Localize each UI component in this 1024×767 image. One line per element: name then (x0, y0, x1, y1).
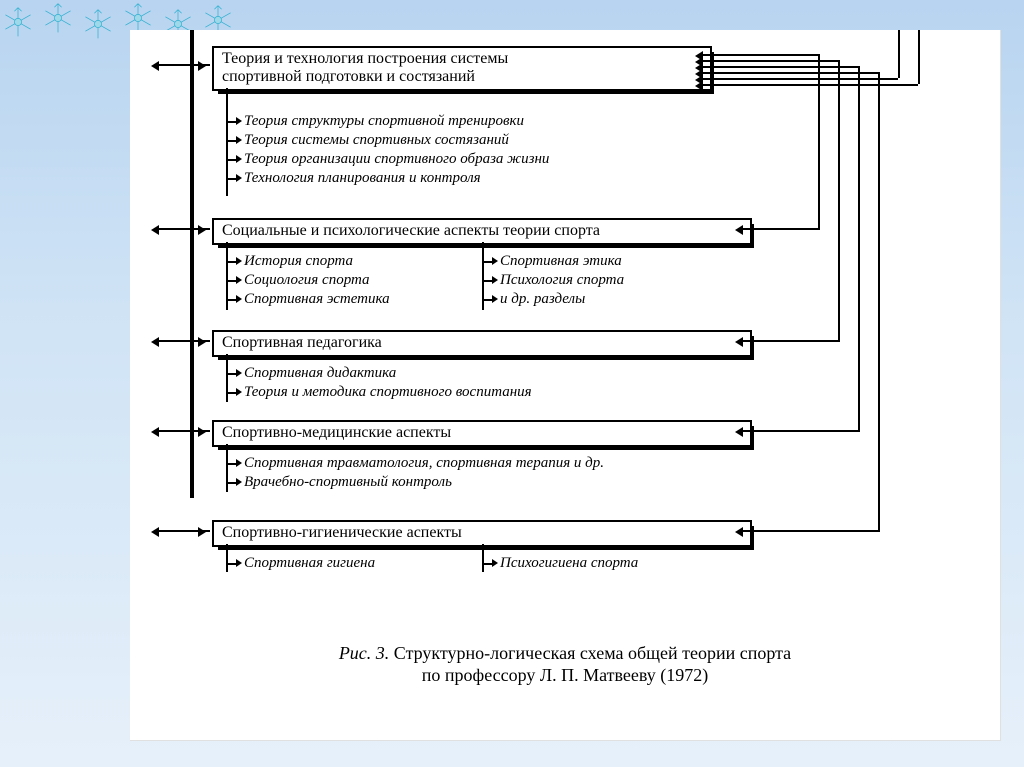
box-line: Теория и технология построения системы (222, 50, 508, 67)
sub-item: История спорта (226, 252, 390, 271)
feedback-v (838, 60, 840, 342)
connector (190, 530, 210, 532)
sub-item: Социология спорта (226, 271, 390, 290)
feedback-h (738, 530, 878, 532)
connector (194, 228, 210, 230)
sub-list: Спортивная травматология, спортивная тер… (226, 454, 604, 492)
sub-list: Спортивная этика Психология спорта и др.… (482, 252, 624, 309)
input-arrow (154, 430, 190, 432)
feedback-h (738, 430, 858, 432)
input-arrow (154, 530, 190, 532)
sub-item: Спортивная этика (482, 252, 624, 271)
feedback-arrow (698, 84, 918, 86)
sub-item: Спортивная эстетика (226, 290, 390, 309)
feedback-arrow (698, 78, 898, 80)
caption-prefix: Рис. 3. (339, 643, 394, 663)
sub-list: Психогигиена спорта (482, 554, 638, 573)
box-social-psych: Социальные и психологические аспекты тео… (212, 218, 752, 245)
input-arrow (154, 64, 190, 66)
box-line: Спортивно-медицинские аспекты (222, 424, 451, 441)
feedback-v (818, 54, 820, 230)
connector (194, 340, 210, 342)
box-pedagogy: Спортивная педагогика (212, 330, 752, 357)
diagram-page: Теория и технология построения системы с… (130, 30, 1001, 741)
box-line: Спортивная педагогика (222, 334, 382, 351)
sub-item: Психогигиена спорта (482, 554, 638, 573)
feedback-v (918, 30, 920, 84)
sub-item: Теория структуры спортивной тренировки (226, 112, 549, 131)
sub-list: Теория структуры спортивной тренировки Т… (226, 112, 549, 188)
sub-item: Спортивная травматология, спортивная тер… (226, 454, 604, 473)
input-arrow (154, 340, 190, 342)
feedback-v (898, 30, 900, 78)
sub-item: Теория и методика спортивного воспитания (226, 383, 532, 402)
sub-item: Психология спорта (482, 271, 624, 290)
feedback-h (738, 228, 818, 230)
box-line: Социальные и психологические аспекты тео… (222, 222, 600, 239)
sub-item: Технология планирования и контроля (226, 169, 549, 188)
sub-item: Теория организации спортивного образа жи… (226, 150, 549, 169)
feedback-arrow (698, 54, 818, 56)
sub-item: Спортивная дидактика (226, 364, 532, 383)
feedback-v (878, 72, 880, 532)
connector (194, 430, 210, 432)
feedback-arrow (698, 72, 878, 74)
input-arrow (154, 228, 190, 230)
box-line: Спортивно-гигиенические аспекты (222, 524, 462, 541)
sub-list: Спортивная дидактика Теория и методика с… (226, 364, 532, 402)
caption-line1: Структурно-логическая схема общей теории… (394, 643, 791, 663)
box-theory-tech: Теория и технология построения системы с… (212, 46, 712, 91)
box-hygienic: Спортивно-гигиенические аспекты (212, 520, 752, 547)
feedback-arrow (698, 66, 858, 68)
sub-item: Теория системы спортивных состязаний (226, 131, 549, 150)
feedback-h (738, 340, 838, 342)
sub-list: История спорта Социология спорта Спортив… (226, 252, 390, 309)
sub-item: и др. разделы (482, 290, 624, 309)
sub-list: Спортивная гигиена (226, 554, 375, 573)
caption-line2: по профессору Л. П. Матвееву (1972) (422, 665, 708, 685)
feedback-arrow (698, 60, 838, 62)
sub-item: Спортивная гигиена (226, 554, 375, 573)
feedback-v (858, 66, 860, 432)
connector (194, 64, 210, 66)
box-medical: Спортивно-медицинские аспекты (212, 420, 752, 447)
figure-caption: Рис. 3. Структурно-логическая схема обще… (130, 642, 1000, 686)
sub-item: Врачебно-спортивный контроль (226, 473, 604, 492)
box-line: спортивной подготовки и состязаний (222, 68, 475, 85)
main-spine (190, 30, 194, 498)
